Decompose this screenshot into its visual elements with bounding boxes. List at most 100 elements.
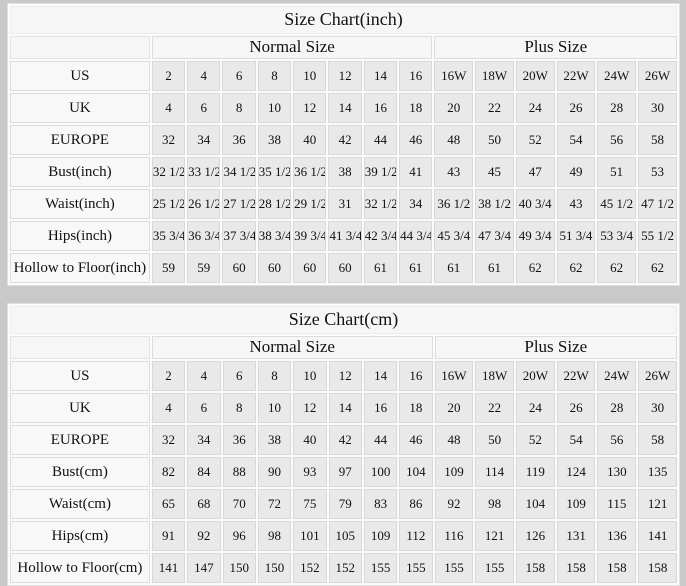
size-cell: 8 [222, 93, 256, 123]
size-cell: 43 [434, 157, 474, 187]
size-cell: 45 1/2 [597, 189, 637, 219]
size-cell: 46 [399, 125, 433, 155]
size-cell: 22 [475, 393, 515, 423]
corner-cell [10, 336, 150, 359]
size-cell: 42 [328, 125, 362, 155]
size-cell: 16W [434, 361, 474, 391]
size-cell: 86 [399, 489, 433, 519]
size-cell: 72 [257, 489, 292, 519]
size-cell: 31 [328, 189, 362, 219]
size-cell: 36 [222, 125, 256, 155]
size-cell: 101 [293, 521, 327, 551]
size-cell: 22W [556, 61, 596, 91]
size-cell: 141 [151, 553, 186, 583]
row-label: Hollow to Floor(cm) [10, 553, 150, 583]
size-cell: 32 1/2 [363, 189, 398, 219]
size-cell: 4 [151, 393, 186, 423]
size-cell: 131 [556, 521, 596, 551]
size-cell: 18 [399, 393, 433, 423]
size-cell: 62 [515, 253, 555, 283]
group-header-normal-size: Normal Size [151, 36, 433, 59]
size-cell: 14 [328, 393, 362, 423]
size-cell: 38 1/2 [475, 189, 514, 219]
size-cell: 91 [151, 521, 186, 551]
table-row: Waist(cm) 65 68 70 72 75 79 83 86 92 98 104 109 115 12… [10, 489, 677, 519]
size-cell: 38 [257, 425, 292, 455]
size-cell: 61 [399, 253, 433, 283]
size-cell: 88 [222, 457, 256, 487]
size-cell: 60 [222, 253, 256, 283]
size-cell: 46 [399, 425, 433, 455]
size-cell: 61 [434, 253, 474, 283]
size-cell: 98 [257, 521, 292, 551]
size-cell: 40 [293, 425, 327, 455]
size-cell: 6 [222, 361, 256, 391]
table-row: Bust(inch) 32 1/2 33 1/2 34 1/2 35 1/2 36 1/2… [10, 157, 677, 187]
size-cell: 18W [475, 61, 514, 91]
row-label: Bust(inch) [10, 157, 150, 187]
row-label: Bust(cm) [10, 457, 150, 487]
size-cell: 36 [222, 425, 256, 455]
size-cell: 48 [434, 125, 474, 155]
size-cell: 40 3/4 [515, 189, 555, 219]
size-cell: 8 [222, 393, 256, 423]
size-cell: 109 [556, 489, 596, 519]
size-cell: 62 [556, 253, 596, 283]
chart-title: Size Chart(cm) [10, 306, 677, 334]
size-cell: 42 [328, 425, 362, 455]
row-label: US [10, 361, 150, 391]
size-cell: 84 [187, 457, 221, 487]
size-cell: 26 1/2 [187, 189, 221, 219]
size-cell: 62 [597, 253, 637, 283]
size-cell: 24 [515, 93, 555, 123]
size-cell: 104 [399, 457, 433, 487]
size-cell: 124 [556, 457, 596, 487]
size-cell: 68 [187, 489, 221, 519]
size-cell: 4 [151, 93, 186, 123]
corner-cell [10, 36, 150, 59]
size-cell: 32 1/2 [151, 157, 186, 187]
size-cell: 104 [516, 489, 555, 519]
size-cell: 26W [638, 361, 677, 391]
size-cell: 116 [434, 521, 474, 551]
size-cell: 27 1/2 [222, 189, 256, 219]
size-cell: 34 1/2 [222, 157, 256, 187]
size-cell: 51 3/4 [556, 221, 596, 251]
size-cell: 105 [328, 521, 362, 551]
size-cell: 18W [475, 361, 515, 391]
size-cell: 40 [293, 125, 327, 155]
size-cell: 44 3/4 [399, 221, 433, 251]
size-cell: 16W [434, 61, 474, 91]
size-cell: 97 [328, 457, 362, 487]
size-cell: 150 [222, 553, 256, 583]
row-label: Waist(inch) [10, 189, 150, 219]
size-cell: 48 [434, 425, 474, 455]
row-label: Hips(inch) [10, 221, 150, 251]
size-cell: 26 [556, 393, 596, 423]
size-cell: 62 [638, 253, 677, 283]
table-row: Waist(inch) 25 1/2 26 1/2 27 1/2 28 1/2 29 1/… [10, 189, 677, 219]
size-cell: 83 [363, 489, 398, 519]
size-cell: 14 [363, 361, 398, 391]
size-cell: 18 [399, 93, 433, 123]
size-cell: 121 [475, 521, 515, 551]
size-cell: 50 [475, 125, 514, 155]
size-cell: 12 [328, 361, 362, 391]
size-cell: 35 1/2 [257, 157, 292, 187]
size-cell: 34 [187, 125, 221, 155]
size-cell: 52 [515, 125, 555, 155]
size-cell: 20W [515, 61, 555, 91]
size-cell: 16 [399, 61, 433, 91]
size-cell: 10 [257, 393, 292, 423]
size-cell: 36 1/2 [293, 157, 327, 187]
size-cell: 37 3/4 [222, 221, 256, 251]
size-cell: 20 [434, 93, 474, 123]
size-cell: 10 [293, 361, 327, 391]
size-cell: 14 [363, 61, 398, 91]
size-cell: 56 [597, 425, 637, 455]
size-cell: 96 [222, 521, 256, 551]
size-cell: 12 [293, 393, 327, 423]
size-cell: 58 [638, 125, 677, 155]
size-cell: 42 3/4 [363, 221, 398, 251]
size-cell: 30 [638, 93, 677, 123]
